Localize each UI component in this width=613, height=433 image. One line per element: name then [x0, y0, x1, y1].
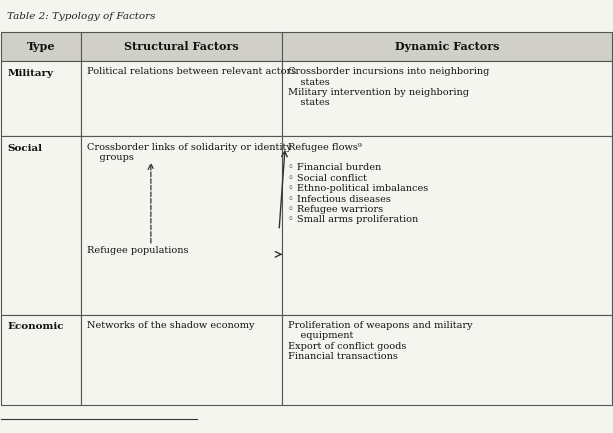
Text: Type: Type [27, 41, 55, 52]
Text: Military: Military [7, 68, 53, 78]
Text: Political relations between relevant actors: Political relations between relevant act… [87, 67, 296, 76]
FancyBboxPatch shape [1, 315, 81, 405]
FancyBboxPatch shape [282, 61, 612, 136]
FancyBboxPatch shape [282, 315, 612, 405]
FancyBboxPatch shape [81, 32, 282, 61]
FancyBboxPatch shape [1, 32, 81, 61]
Text: Networks of the shadow economy: Networks of the shadow economy [87, 321, 254, 330]
Text: Proliferation of weapons and military
    equipment
Export of conflict goods
Fin: Proliferation of weapons and military eq… [288, 321, 473, 361]
FancyBboxPatch shape [1, 136, 81, 315]
FancyBboxPatch shape [81, 61, 282, 136]
Text: Refugee populations: Refugee populations [87, 246, 188, 255]
Text: Crossborder incursions into neighboring
    states
Military intervention by neig: Crossborder incursions into neighboring … [288, 67, 490, 107]
FancyBboxPatch shape [1, 61, 81, 136]
Text: Social: Social [7, 144, 42, 153]
Text: Economic: Economic [7, 322, 64, 331]
Text: Dynamic Factors: Dynamic Factors [395, 41, 499, 52]
FancyBboxPatch shape [282, 32, 612, 61]
Text: Structural Factors: Structural Factors [124, 41, 239, 52]
Text: Refugee flows⁹

◦ Financial burden
◦ Social conflict
◦ Ethno-political imbalance: Refugee flows⁹ ◦ Financial burden ◦ Soci… [288, 142, 428, 224]
FancyBboxPatch shape [282, 136, 612, 315]
FancyBboxPatch shape [81, 315, 282, 405]
Text: Table 2: Typology of Factors: Table 2: Typology of Factors [7, 12, 156, 21]
Text: Crossborder links of solidarity or identity
    groups: Crossborder links of solidarity or ident… [87, 142, 292, 162]
FancyBboxPatch shape [81, 136, 282, 315]
